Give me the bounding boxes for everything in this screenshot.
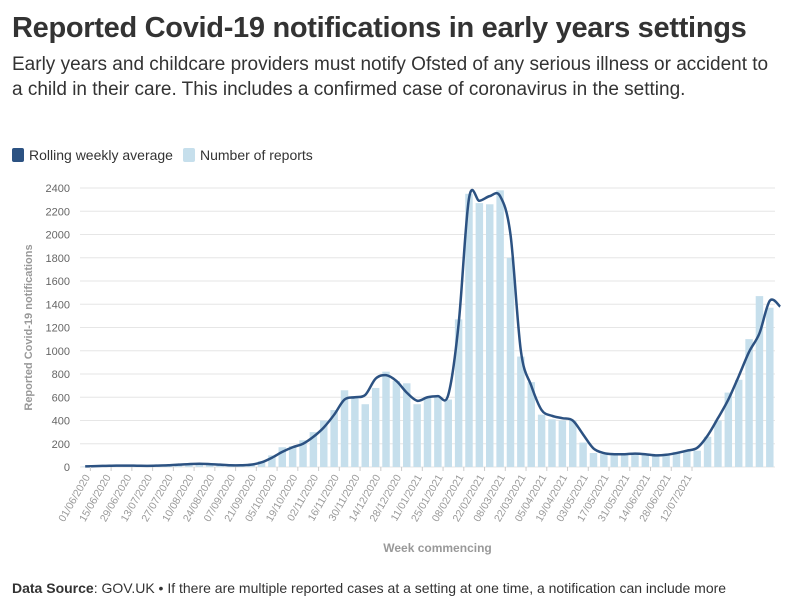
bar — [361, 404, 369, 467]
chart-title: Reported Covid-19 notifications in early… — [12, 12, 747, 44]
bar — [486, 204, 494, 467]
y-tick-label: 400 — [52, 416, 70, 428]
bar — [600, 454, 608, 467]
bar — [693, 450, 701, 467]
y-axis-label: Reported Covid-19 notifications — [23, 244, 35, 410]
y-tick-label: 2000 — [46, 230, 70, 242]
bar — [641, 454, 650, 467]
bar — [454, 319, 463, 467]
bar — [672, 451, 681, 467]
bar — [299, 440, 307, 467]
y-tick-label: 200 — [52, 439, 70, 451]
bar — [465, 193, 473, 467]
bar — [745, 339, 753, 467]
bar — [216, 465, 224, 467]
bar — [766, 307, 774, 467]
bar — [403, 383, 411, 467]
y-tick-label: 2400 — [46, 183, 70, 195]
bar — [444, 399, 452, 467]
bar — [734, 379, 743, 467]
bar — [527, 382, 535, 467]
footer: Data Source: GOV.UK • If there are multi… — [12, 580, 726, 596]
bar — [309, 432, 318, 467]
y-tick-label: 1200 — [46, 323, 70, 335]
bar — [589, 453, 598, 467]
bar — [610, 454, 618, 467]
bar — [662, 454, 670, 467]
legend-swatch-line — [12, 148, 24, 162]
y-tick-label: 0 — [64, 462, 70, 474]
y-tick-label: 2200 — [46, 206, 70, 218]
bar — [268, 455, 276, 467]
bar — [558, 420, 567, 467]
bar — [579, 442, 587, 467]
bar — [330, 410, 338, 467]
bar — [506, 257, 515, 467]
bar — [683, 450, 691, 467]
bar — [620, 453, 629, 467]
chart-svg: 0 200 400 600 800 1000 1200 1400 1600 1800 2000 220… — [23, 183, 782, 555]
legend-item-number-of-reports[interactable]: Number of reports — [182, 147, 313, 163]
bar — [413, 404, 421, 467]
bar — [568, 420, 577, 467]
y-tick-label: 800 — [52, 369, 70, 381]
bar — [257, 461, 266, 467]
legend-swatch-bars — [182, 148, 195, 162]
chart-subtitle: Early years and childcare providers must… — [12, 54, 769, 100]
legend-item-rolling-average[interactable]: Rolling weekly average — [12, 147, 173, 163]
bar — [288, 446, 297, 467]
y-tick-label: 1000 — [46, 346, 70, 358]
y-tick-label: 600 — [52, 392, 70, 404]
footer-label: Data Source — [12, 580, 94, 596]
bar — [382, 371, 390, 467]
bar — [392, 380, 401, 467]
legend: Rolling weekly average Number of reports — [12, 147, 323, 163]
bar — [205, 464, 214, 467]
legend-label-rolling-average: Rolling weekly average — [29, 147, 173, 163]
y-tick-label: 1800 — [46, 253, 70, 265]
bar — [371, 387, 380, 467]
bar — [81, 466, 89, 467]
bar — [340, 390, 349, 467]
bar — [195, 463, 204, 467]
y-tick-label: 1600 — [46, 276, 70, 288]
bar — [423, 397, 432, 467]
bar — [631, 453, 639, 467]
x-axis-label: Week commencing — [383, 541, 491, 555]
bar — [351, 396, 359, 467]
bar — [278, 447, 287, 467]
bar — [496, 190, 504, 467]
bar — [434, 397, 442, 467]
bar — [755, 296, 764, 467]
bar — [320, 420, 328, 467]
bar — [724, 392, 733, 467]
bar — [537, 414, 546, 467]
legend-label-number-of-reports: Number of reports — [199, 147, 313, 163]
footer-text: : GOV.UK • If there are multiple reporte… — [93, 580, 727, 596]
bar — [714, 420, 722, 467]
bar — [703, 436, 712, 467]
bar — [651, 455, 660, 467]
bar — [475, 203, 484, 468]
bar — [548, 419, 556, 467]
bar — [517, 356, 525, 467]
y-tick-label: 1400 — [46, 299, 70, 311]
line-rolling-average — [85, 188, 782, 468]
